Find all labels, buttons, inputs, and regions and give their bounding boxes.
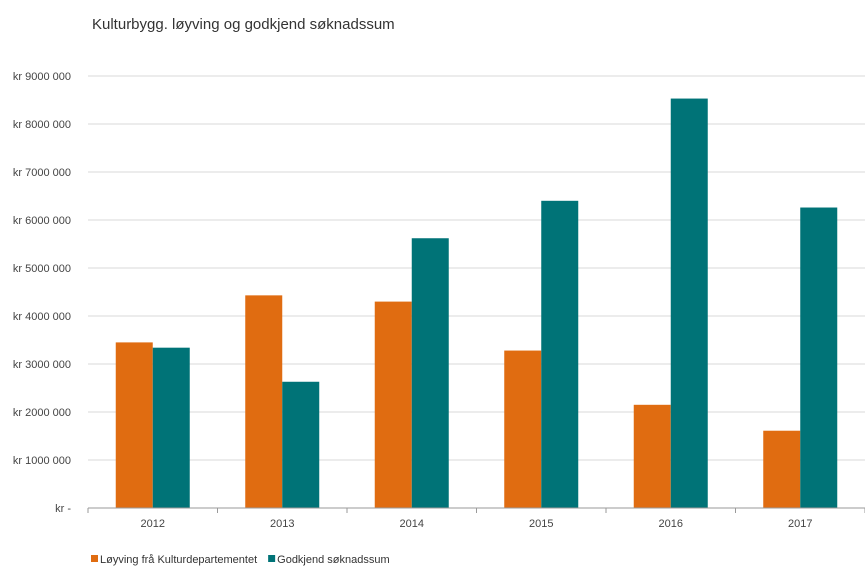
y-axis: kr - kr 1000 000 kr 2000 000 kr 3000 000 kr … bbox=[13, 71, 71, 515]
y-tick-label: kr 7000 000 bbox=[13, 167, 71, 179]
gridlines bbox=[88, 75, 865, 461]
bar-godkjend-2013 bbox=[282, 381, 320, 508]
y-tick-label: kr - bbox=[55, 503, 71, 515]
bar-loyving-2017 bbox=[763, 430, 801, 508]
bar-loyving-2013 bbox=[245, 295, 283, 508]
x-tick-label: 2012 bbox=[141, 518, 165, 530]
bar-loyving-2016 bbox=[633, 404, 671, 508]
bar-godkjend-2017 bbox=[800, 207, 838, 508]
y-tick-label: kr 8000 000 bbox=[13, 119, 71, 131]
legend: Løyving frå Kulturdepartementet Godkjend … bbox=[91, 554, 390, 566]
y-tick-label: kr 6000 000 bbox=[13, 215, 71, 227]
x-tick-label: 2014 bbox=[400, 518, 424, 530]
y-tick-label: kr 2000 000 bbox=[13, 407, 71, 419]
bar-godkjend-2014 bbox=[411, 238, 449, 509]
x-tick-label: 2017 bbox=[788, 518, 812, 530]
y-tick-label: kr 4000 000 bbox=[13, 311, 71, 323]
legend-swatch bbox=[268, 555, 276, 562]
x-tick-label: 2013 bbox=[270, 518, 294, 530]
y-tick-label: kr 1000 000 bbox=[13, 455, 71, 467]
chart-title: Kulturbygg. løyving og godkjend søknadss… bbox=[92, 16, 395, 33]
bar-godkjend-2015 bbox=[541, 200, 579, 509]
legend-label: Godkjend søknadssum bbox=[277, 554, 390, 566]
legend-swatch bbox=[91, 555, 98, 562]
bar-godkjend-2012 bbox=[152, 347, 190, 508]
y-tick-label: kr 9000 000 bbox=[13, 71, 71, 83]
bar-loyving-2012 bbox=[115, 342, 153, 508]
x-axis: 2012 2013 2014 2015 2016 2017 bbox=[87, 507, 865, 530]
x-tick-label: 2015 bbox=[529, 518, 553, 530]
y-tick-label: kr 3000 000 bbox=[13, 359, 71, 371]
bar-godkjend-2016 bbox=[670, 98, 708, 508]
x-tick-label: 2016 bbox=[659, 518, 683, 530]
bars bbox=[115, 98, 838, 509]
legend-label: Løyving frå Kulturdepartementet bbox=[100, 554, 257, 566]
bar-loyving-2015 bbox=[504, 350, 542, 508]
bar-loyving-2014 bbox=[374, 301, 412, 508]
y-tick-label: kr 5000 000 bbox=[13, 263, 71, 275]
